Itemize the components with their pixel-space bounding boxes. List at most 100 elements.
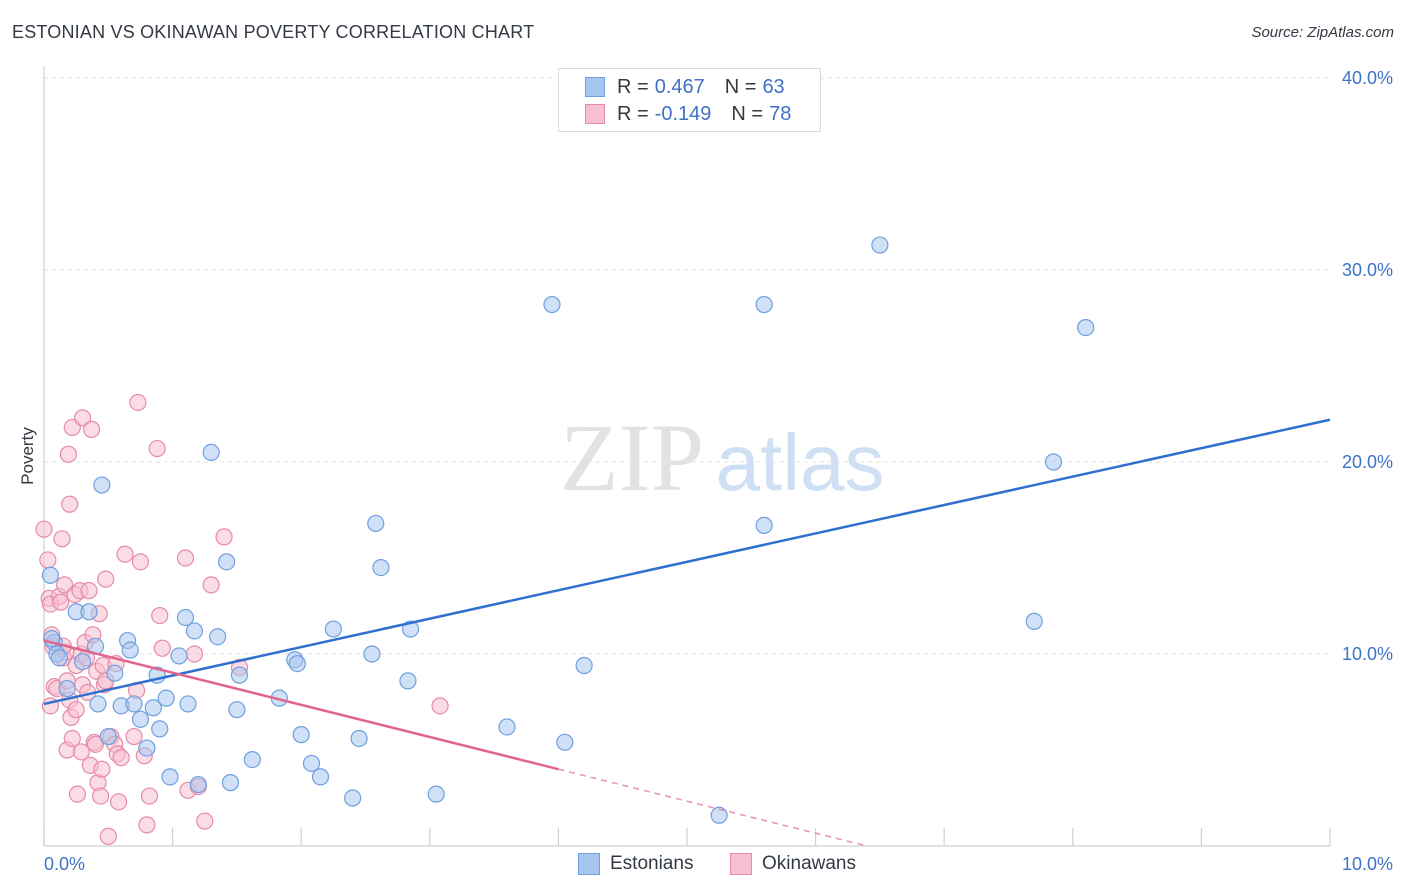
legend-row-okinawans: R = -0.149 N = 78 [585,102,791,126]
estonians-point-46 [367,514,385,533]
estonians-point-55 [710,806,728,824]
chart-title: ESTONIAN VS OKINAWAN POVERTY CORRELATION… [12,22,535,42]
bottom-legend-okinawans: Okinawans [730,852,856,876]
okinawans-point-17 [61,495,79,513]
x-tick-label-0: 0.0% [44,854,85,874]
estonians-point-0 [41,566,60,584]
estonians-point-3 [50,649,69,667]
okinawans-point-75 [431,697,449,715]
okinawans-point-39 [86,735,105,753]
estonians-point-60 [1044,453,1063,471]
estonians-point-52 [543,295,561,314]
legend-swatch-estonians [585,77,605,97]
bottom-legend-label-okinawans: Okinawans [762,853,856,874]
estonians-point-9 [89,695,107,713]
estonians-point-40 [302,754,321,773]
estonians-point-11 [99,727,117,746]
estonians-point-25 [176,608,195,627]
watermark-atlas: atlas [716,418,885,507]
estonians-point-61 [1077,319,1095,337]
estonians-point-26 [179,695,197,713]
estonians-point-15 [121,641,139,659]
okinawans-point-73 [215,528,233,546]
okinawans-point-62 [138,816,156,834]
estonians-point-53 [556,733,574,751]
estonians-point-22 [157,689,175,707]
gridlines [44,77,1330,655]
estonians-point-6 [73,653,92,671]
okinawans-point-24 [67,701,85,719]
okinawans-point-28 [72,743,90,761]
series-estonians-points [41,236,1095,824]
estonians-point-54 [575,656,593,675]
chart-source: Source: ZipAtlas.com [1251,24,1394,41]
y-tick-label-1: 20.0% [1342,452,1393,472]
okinawans-point-55 [112,749,130,767]
okinawans-point-49 [99,827,117,846]
estonians-point-58 [871,236,889,254]
watermark: ZIP atlas [560,404,884,511]
estonians-point-48 [399,672,417,690]
estonians-point-17 [131,710,150,728]
legend-r-value: 0.467 [654,75,705,98]
y-tick-label-0: 10.0% [1342,644,1393,664]
estonians-point-34 [230,666,249,684]
okinawans-point-65 [151,606,169,625]
okinawans-point-25 [68,785,87,803]
estonians-point-56 [755,295,773,314]
okinawans-point-43 [91,787,110,805]
series-okinawans-points [35,393,449,846]
estonians-point-50 [427,785,445,803]
bottom-legend-label-estonians: Estonians [610,853,694,874]
okinawans-trend-line [43,639,559,771]
estonians-point-47 [372,558,390,577]
bottom-legend-estonians: Estonians [578,852,693,876]
estonians-point-21 [151,720,169,738]
estonians-point-41 [311,768,330,786]
bottom-legend-swatch-okinawans [730,853,752,875]
legend-n-value: 78 [769,102,792,125]
okinawans-point-10 [53,530,71,548]
estonians-point-30 [209,628,227,646]
okinawans-point-1 [39,551,57,569]
estonians-point-45 [363,645,381,663]
legend-r-value: -0.149 [654,102,712,125]
estonians-point-38 [288,654,306,673]
okinawans-point-16 [59,445,78,463]
okinawans-point-34 [80,582,98,600]
legend-n-label: N = [724,75,757,98]
estonians-point-27 [185,622,204,640]
estonians-point-10 [93,476,111,494]
estonians-trend-line [43,418,1331,706]
estonians-point-59 [1025,612,1043,630]
estonians-point-7 [80,603,98,621]
estonians-point-43 [344,789,362,807]
estonians-point-44 [350,729,368,748]
estonians-point-24 [170,647,188,665]
estonians-point-42 [324,620,342,638]
okinawans-point-63 [140,787,159,805]
estonians-point-16 [125,695,143,713]
legend-swatch-okinawans [585,104,605,124]
estonians-point-35 [243,750,261,769]
okinawans-point-60 [131,553,150,571]
okinawans-point-9 [52,593,70,611]
x-tick-label-1: 10.0% [1342,854,1393,874]
okinawans-point-36 [82,420,101,438]
legend-n-value: 63 [762,75,785,98]
estonians-point-57 [755,516,773,534]
estonians-point-19 [144,699,162,717]
okinawans-point-0 [35,520,53,538]
estonians-point-23 [161,768,179,786]
okinawans-point-44 [93,760,111,778]
stats-legend: R = 0.467 N = 63 R = -0.149 N = 78 [558,68,821,132]
legend-r-label: R = [617,102,649,125]
trend-lines [43,418,1331,847]
y-axis-label: Poverty [18,427,37,485]
okinawans-point-66 [153,639,171,657]
okinawans-point-67 [176,549,195,567]
y-tick-label-3: 40.0% [1342,68,1393,88]
bottom-legend-swatch-estonians [578,853,600,875]
okinawans-point-71 [196,812,214,830]
